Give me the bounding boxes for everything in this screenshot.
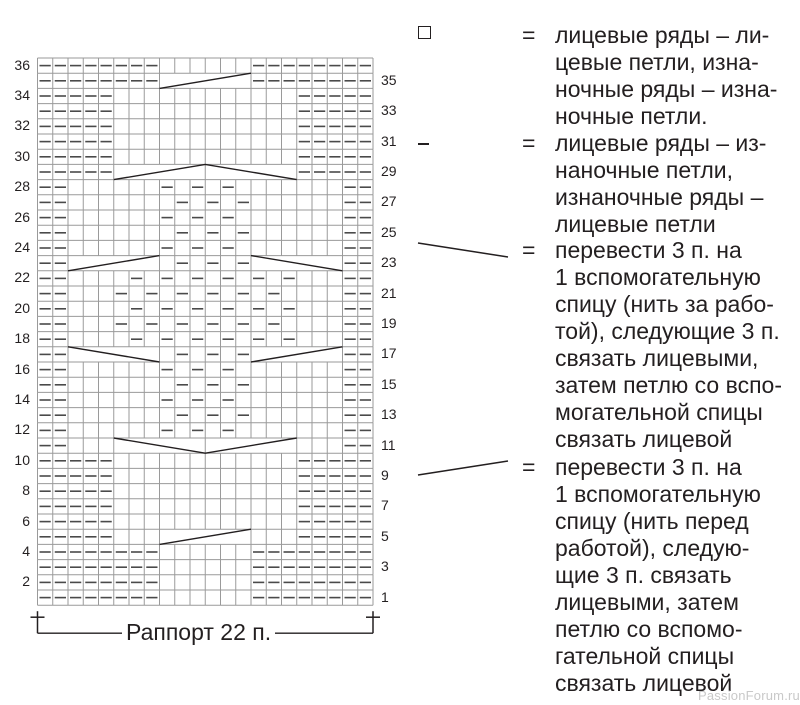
row-number: 4 [22,543,30,559]
legend-equals-3: = [522,237,536,263]
watermark: PassionForum.ru [698,688,800,703]
cable-cross [67,346,160,363]
cable-cross [159,528,252,546]
purl-symbols [39,64,371,599]
cable-cross [113,437,297,454]
row-number: 30 [14,147,30,164]
row-number: 32 [14,117,30,134]
row-number: 5 [381,527,389,544]
row-number: 29 [381,163,397,179]
cable-cross [250,254,343,272]
row-number: 16 [14,360,30,377]
row-number: 20 [14,299,30,316]
cable-cross [159,72,252,90]
row-number: 21 [381,284,397,301]
row-number: 1 [381,588,389,605]
row-number: 18 [14,330,30,347]
cable-left-cross-icon [417,460,509,476]
row-number: 14 [14,391,30,407]
row-number: 3 [381,558,389,575]
legend-equals-2: = [522,130,536,156]
chart-grid [37,57,374,606]
row-number: 31 [381,132,397,149]
legend-description-cable-front: перевести 3 п. на 1 вспомогательную спиц… [555,454,761,697]
row-number: 2 [22,573,30,590]
row-number: 11 [381,436,396,453]
row-number: 23 [381,254,397,271]
legend-equals-1: = [522,22,536,48]
square-icon [418,26,431,39]
row-number: 28 [14,178,30,195]
row-number: 36 [14,56,30,73]
row-number: 6 [22,512,30,529]
cable-cross [250,346,343,363]
cable-right-cross-icon [417,242,509,258]
row-number: 35 [381,71,397,88]
cable-symbols [67,72,343,546]
row-number: 33 [381,102,397,119]
dash-icon [418,143,429,145]
row-number: 10 [14,451,30,468]
row-number: 15 [381,375,397,392]
cable-cross [113,163,297,181]
legend-description-purl: лицевые ряды – из- наночные петли, изнан… [555,130,767,238]
row-number: 9 [381,467,389,483]
legend-description-cable-back: перевести 3 п. на 1 вспомогательную спиц… [555,237,782,453]
row-number: 26 [14,208,30,225]
row-number: 27 [381,193,397,210]
cable-cross [67,254,160,272]
legend-description-knit: лицевые ряды – ли- цевые петли, изна- но… [555,22,778,130]
row-number: 19 [381,315,397,331]
row-number: 24 [14,239,30,255]
rapport-label: Раппорт 22 п. [122,617,276,647]
row-number: 13 [381,406,397,423]
legend-equals-4: = [522,454,536,480]
row-number: 12 [14,421,30,438]
row-number: 22 [14,269,30,286]
legend-cable-symbols [417,242,509,476]
row-number: 25 [381,223,397,240]
row-number: 7 [381,497,389,514]
row-number: 8 [22,482,30,499]
row-number: 34 [14,87,30,103]
row-number: 17 [381,345,397,362]
